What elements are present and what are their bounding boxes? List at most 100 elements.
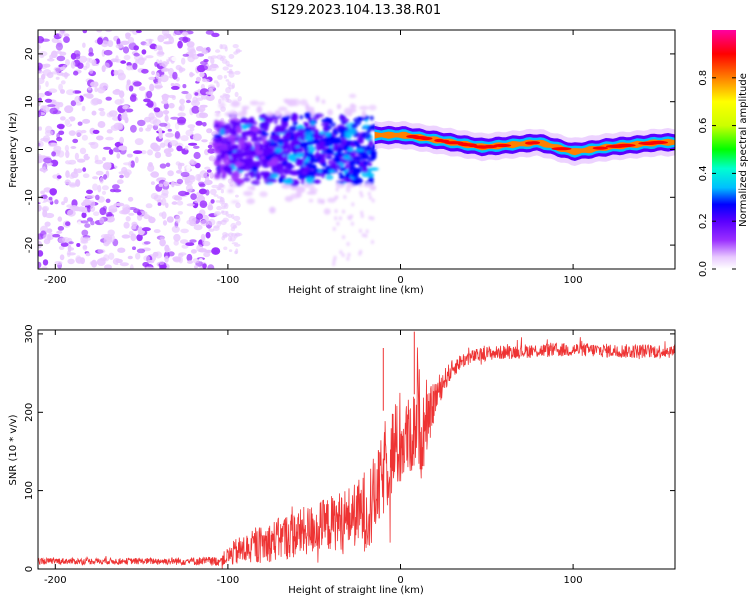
transition-blob [307,145,316,154]
noise-blob [90,81,99,88]
noise-blob [185,99,191,104]
noise-blob [225,79,230,82]
noise-blob [233,215,241,221]
noise-blob [74,152,79,161]
noise-blob [208,67,217,72]
noise-blob [86,57,91,63]
noise-blob [175,64,182,71]
noise-blob [189,239,197,243]
transition-blob [221,166,232,171]
transition-blob [262,137,267,145]
transition-blob [262,151,270,157]
transition-blob [334,195,338,200]
noise-blob [99,217,105,224]
noise-blob [105,96,112,101]
noise-blob [186,219,195,225]
transition-blob [256,105,263,114]
noise-blob [119,136,124,144]
carrier-peak [610,144,633,148]
noise-blob [135,252,141,260]
transition-blob [351,172,359,178]
noise-blob [151,70,156,76]
snr-plot-area [38,330,675,569]
transition-blob [364,233,368,238]
noise-blob [167,128,172,132]
transition-blob [220,150,226,159]
transition-blob [282,115,289,123]
x-tick-label: -100 [217,275,240,286]
noise-blob [215,49,221,53]
noise-blob [188,142,198,146]
noise-blob [222,93,227,97]
transition-blob [270,173,279,179]
transition-blob [291,98,301,107]
transition-blob [358,251,362,256]
noise-blob [145,55,154,59]
noise-blob [185,242,195,247]
transition-blob [281,144,290,150]
noise-blob [170,116,179,120]
noise-blob [154,151,162,159]
noise-blob [145,203,153,209]
transition-blob [244,158,252,162]
noise-blob [58,83,63,92]
transition-blob [251,179,261,186]
noise-blob [105,30,112,33]
transition-blob [273,116,278,125]
noise-blob [70,146,77,149]
noise-blob [69,205,79,211]
transition-blob [227,188,234,194]
noise-blob [56,50,62,54]
transition-blob [340,137,349,146]
noise-blob [175,215,181,224]
noise-blob [113,122,123,130]
noise-blob [143,98,151,103]
noise-blob [213,65,220,69]
transition-blob [271,165,279,173]
noise-blob [38,36,45,44]
noise-blob [181,90,189,95]
transition-blob [353,167,362,174]
transition-blob [295,152,304,158]
noise-blob [233,51,238,55]
noise-blob [177,119,186,126]
noise-blob [142,262,150,267]
noise-blob [82,30,88,34]
transition-blob [275,125,283,131]
noise-blob [153,107,161,113]
noise-blob [159,238,166,247]
transition-blob [228,159,237,163]
transition-blob [368,104,377,111]
noise-blob [208,155,216,162]
transition-blob [317,198,322,204]
noise-blob [182,53,189,57]
noise-blob [201,139,208,143]
noise-blob [206,169,212,173]
noise-blob [202,263,207,269]
noise-blob [177,211,183,215]
noise-blob [184,145,189,151]
noise-blob [130,233,137,242]
spectrogram-x-label: Height of straight line (km) [288,285,424,296]
transition-blob [325,156,333,160]
noise-blob [51,50,58,59]
transition-blob [230,144,240,149]
noise-blob [168,36,174,40]
noise-blob [82,199,92,206]
noise-blob [217,74,223,80]
noise-blob [109,208,118,213]
noise-blob [210,55,218,59]
transition-blob [351,202,355,207]
noise-blob [105,198,111,203]
noise-blob [52,174,59,179]
transition-blob [333,130,339,136]
x-tick-label: -200 [44,575,67,586]
noise-blob [70,52,77,60]
noise-blob [149,172,159,177]
carrier-peak [639,141,659,145]
noise-blob [186,41,195,48]
transition-blob [271,131,276,136]
noise-blob [165,162,171,167]
noise-blob [164,114,169,122]
noise-blob [89,68,94,74]
